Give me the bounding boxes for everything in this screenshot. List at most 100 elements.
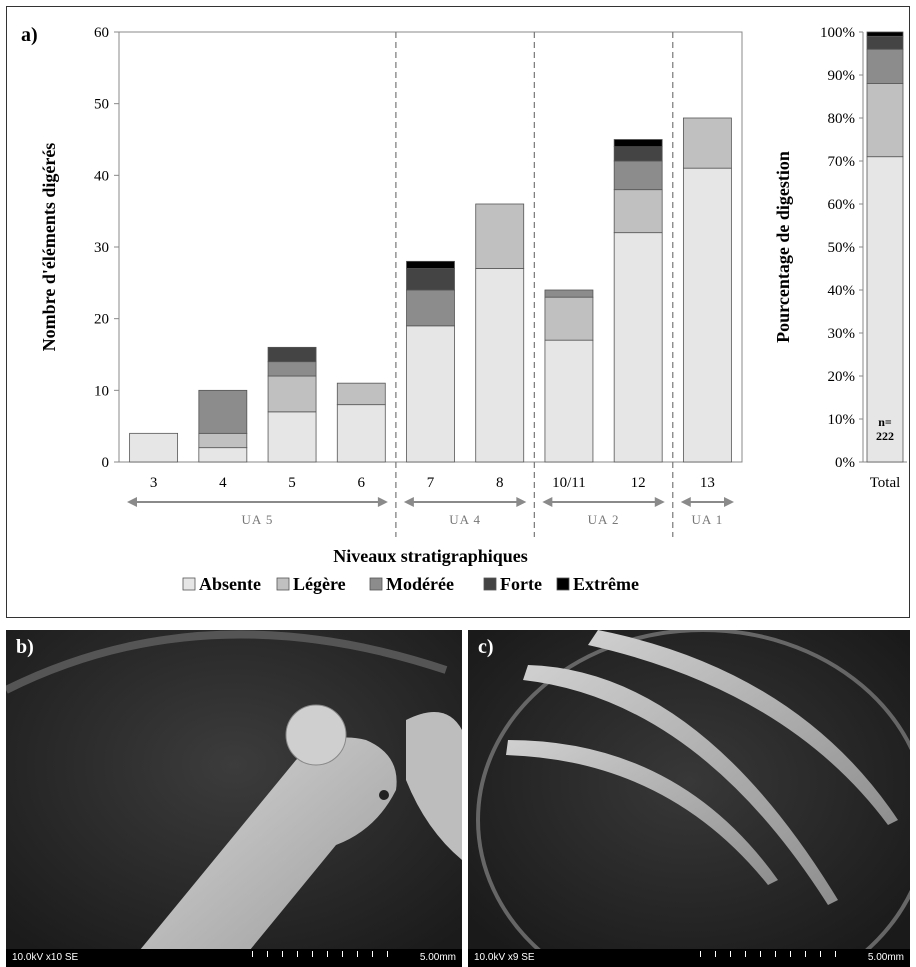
scale-ticks [252, 951, 402, 957]
pct-y-tick-label: 0% [835, 455, 855, 471]
bar-segment [267, 346, 317, 363]
bar-segment [336, 382, 386, 406]
legend-label: Forte [500, 574, 542, 594]
bar-segment [406, 325, 455, 463]
legend-label: Absente [199, 574, 261, 594]
unit-arrow-head-right [516, 497, 527, 507]
x-tick-label: 7 [427, 475, 435, 491]
pct-y-tick-label: 50% [828, 240, 856, 256]
panel-b-sem-photo: b) 10.0kV x10 SE 5.00mm [6, 630, 462, 967]
x-axis-title: Niveaux stratigraphiques [333, 546, 528, 566]
bar-segment [682, 167, 732, 463]
x-tick-label: 5 [288, 475, 296, 491]
bar-segment [544, 289, 594, 298]
bar-segment [267, 361, 317, 377]
unit-label: UA 2 [588, 512, 620, 527]
legend-label: Légère [293, 574, 346, 594]
pct-y-tick-label: 100% [820, 25, 855, 41]
legend-swatch [556, 577, 570, 591]
legend-swatch [182, 577, 196, 591]
unit-label: UA 1 [691, 512, 723, 527]
bar-segment [406, 289, 455, 327]
digestion-chart: a) 0 10 20 30 40 50 60 3 4 5 6 7 8 10/11 12 13 UA 5 UA 4 UA… [21, 24, 907, 594]
y-tick-label: 10 [94, 383, 109, 399]
x-tick-label: 4 [219, 475, 227, 491]
y-tick-label: 0 [102, 455, 110, 471]
x-tick-label: 10/11 [552, 475, 586, 491]
bar-segment [544, 296, 594, 341]
pct-y-tick-label: 70% [828, 154, 856, 170]
pct-y-tick-label: 10% [828, 412, 856, 428]
y-axis-title: Nombre d'éléments digérés [39, 143, 59, 352]
bar-segment [198, 432, 248, 449]
bar-segment [336, 404, 386, 463]
bar-segment [198, 447, 248, 463]
x-tick-label: 6 [358, 475, 366, 491]
bar-segment [267, 411, 317, 463]
unit-arrow-head-left [680, 497, 691, 507]
n-annotation: n= [878, 415, 892, 429]
n-annotation: 222 [876, 429, 894, 443]
x-tick-label: 13 [700, 475, 715, 491]
legend-label: Modérée [386, 574, 454, 594]
bar-segment [198, 389, 248, 434]
claws-image [468, 630, 910, 967]
x-tick-label: 8 [496, 475, 504, 491]
bar-segment [475, 203, 525, 269]
pct-bar-segment [866, 35, 904, 50]
bar-segment [682, 117, 732, 169]
femur-image [6, 630, 462, 967]
unit-arrow-head-right [654, 497, 665, 507]
panel-a-letter: a) [21, 24, 38, 46]
sem-settings: 10.0kV x9 SE [474, 952, 535, 963]
pct-y-tick-label: 30% [828, 326, 856, 342]
legend-swatch [276, 577, 290, 591]
x-tick-label: 12 [631, 475, 646, 491]
pct-bar-segment [866, 48, 904, 85]
pct-bar-segment [866, 156, 904, 463]
pct-y-tick-label: 20% [828, 369, 856, 385]
bar-segment [613, 139, 663, 148]
pct-bar-segment [866, 83, 904, 158]
panel-b-letter: b) [16, 636, 34, 658]
pct-y-tick-label: 80% [828, 111, 856, 127]
bar-segment [267, 375, 317, 413]
bar-segment [544, 339, 594, 463]
unit-arrow-head-left [403, 497, 414, 507]
unit-label: UA 5 [242, 512, 274, 527]
bar-segment [475, 268, 525, 463]
unit-arrow-head-right [377, 497, 388, 507]
bar-segment [129, 432, 179, 463]
bar-segment [613, 160, 663, 191]
pct-y-tick-label: 90% [828, 68, 856, 84]
bar-segment [613, 146, 663, 162]
sem-info-bar: 10.0kV x9 SE 5.00mm [468, 949, 910, 967]
unit-arrow-head-left [542, 497, 553, 507]
bar-segment [613, 189, 663, 234]
panel-c-letter: c) [478, 636, 494, 658]
y-tick-label: 30 [94, 240, 109, 256]
pct-y-axis-title: Pourcentage de digestion [773, 151, 793, 343]
bar-segment [406, 260, 455, 269]
bar-segment [613, 232, 663, 463]
y-tick-label: 40 [94, 168, 109, 184]
scale-ticks [700, 951, 850, 957]
panel-a: a) 0 10 20 30 40 50 60 3 4 5 6 7 8 10/11 12 13 UA 5 UA 4 UA… [6, 6, 910, 618]
sem-scale: 5.00mm [419, 952, 456, 963]
panel-c-sem-photo: c) 10.0kV x9 SE 5.00mm [468, 630, 910, 967]
sem-scale: 5.00mm [867, 952, 904, 963]
y-tick-label: 20 [94, 312, 109, 328]
sem-info-bar: 10.0kV x10 SE 5.00mm [6, 949, 462, 967]
pct-y-tick-label: 40% [828, 283, 856, 299]
y-tick-label: 60 [94, 25, 109, 41]
x-tick-label: 3 [150, 475, 158, 491]
legend-swatch [369, 577, 383, 591]
pct-y-tick-label: 60% [828, 197, 856, 213]
legend-label: Extrême [573, 574, 639, 594]
sem-settings: 10.0kV x10 SE [12, 952, 79, 963]
bar-segment [406, 268, 455, 291]
legend-swatch [483, 577, 497, 591]
unit-label: UA 4 [449, 512, 481, 527]
pct-x-tick-label: Total [870, 475, 901, 491]
pct-bar-segment [866, 31, 904, 37]
